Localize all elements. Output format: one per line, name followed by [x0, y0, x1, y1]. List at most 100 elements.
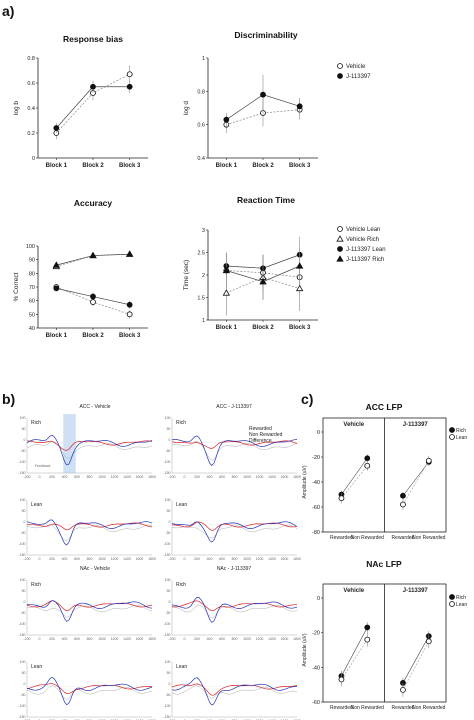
erp-x-tick: 1600: [281, 637, 289, 641]
erp-y-tick: -150: [163, 715, 170, 719]
x-tick-label: Rewarded: [330, 535, 353, 541]
x-tick-label: Non Rewarded: [412, 535, 446, 541]
erp-x-tick: 1200: [111, 475, 119, 479]
erp-y-tick: 100: [20, 660, 26, 664]
x-tick-label: Non Rewarded: [351, 535, 385, 541]
erp-x-tick: 1600: [136, 475, 144, 479]
legend-marker: [336, 255, 344, 262]
erp-x-tick: 800: [232, 557, 238, 561]
erp-acc-j-rich: -200 0 200 400 600 800 1000 1200 1400 1600 1800100…: [163, 404, 300, 479]
non-rewarded-trace: [26, 440, 153, 451]
legend-label: Rich: [456, 428, 466, 434]
x-tick-label: Rewarded: [392, 535, 415, 541]
erp-x-tick: 1200: [256, 637, 264, 641]
erp-legend-rewarded: Rewarded: [249, 426, 272, 432]
erp-y-tick: 0: [169, 438, 171, 442]
erp-x-tick: 1200: [256, 557, 264, 561]
y-tick-label: -80: [312, 530, 320, 536]
erp-y-tick: 0: [24, 438, 26, 442]
erp-y-tick: 50: [167, 509, 171, 513]
x-tick-label: Block 3: [119, 333, 141, 339]
erp-legend-non-rewarded: Non Rewarded: [249, 432, 283, 438]
data-point: [260, 91, 266, 98]
erp-x-tick: 1200: [111, 637, 119, 641]
data-point: [364, 455, 371, 462]
erp-x-tick: 0: [39, 557, 41, 561]
x-tick-label: Block 2: [82, 163, 104, 169]
series-line: [402, 635, 430, 684]
rewarded-trace: [171, 677, 297, 706]
data-point: [400, 501, 406, 508]
x-tick-label: Block 1: [46, 333, 68, 339]
y-tick-label: 1.5: [197, 296, 205, 302]
erp-y-tick: 0: [169, 600, 171, 604]
series-line: [226, 109, 300, 126]
legend-marker: [337, 63, 343, 69]
erp-y-tick: 0: [24, 520, 26, 524]
x-tick-label: Block 2: [252, 163, 274, 169]
erp-x-tick: 1600: [136, 637, 144, 641]
series-line: [341, 627, 368, 677]
legend-marker: [449, 434, 455, 440]
nac-lfp-ylabel: Amplitude (uV): [302, 633, 308, 666]
panel-b-letter: b): [2, 391, 15, 407]
erp-condition-label: Rich: [31, 420, 41, 426]
rewarded-trace: [26, 600, 153, 622]
y-tick-label: 0.4: [27, 106, 35, 112]
erp-x-tick: 1400: [123, 557, 131, 561]
legend-label: J-113397 Lean: [346, 247, 386, 253]
erp-nac-veh-lean: -200020040060080010001200140016001800100…: [18, 660, 155, 720]
data-point: [338, 495, 345, 502]
legend-label: J-113397 Rich: [346, 257, 384, 263]
data-point: [90, 83, 96, 90]
data-point: [53, 125, 60, 131]
y-tick-label: 0.6: [27, 81, 35, 87]
series-lean: [400, 634, 432, 697]
erp-y-tick: -100: [18, 542, 25, 546]
non-rewarded-trace: [171, 683, 298, 696]
difference-trace: [171, 524, 298, 539]
series-j-113397-rich: [52, 250, 134, 268]
erp-x-tick: 400: [62, 637, 68, 641]
erp-y-tick: -150: [163, 633, 170, 637]
y-tick-label: 0: [317, 596, 320, 602]
erp-y-tick: -100: [163, 460, 170, 464]
difference-trace: [171, 685, 298, 699]
data-point: [364, 636, 371, 643]
series-line: [402, 460, 430, 505]
y-tick-label: 90: [29, 258, 35, 264]
erp-y-tick: -50: [165, 693, 170, 697]
data-point: [222, 289, 231, 296]
erp-x-tick: 1400: [123, 475, 131, 479]
data-point: [90, 293, 96, 300]
series-j-113397-rich: [222, 248, 304, 300]
erp-x-tick: 400: [207, 475, 213, 479]
erp-x-tick: -200: [23, 475, 30, 479]
erp-title: ACC - Vehicle: [79, 404, 110, 410]
rewarded-trace: [171, 435, 298, 467]
rewarded-trace: [26, 676, 153, 706]
erp-x-tick: 600: [219, 475, 225, 479]
data-point: [425, 457, 432, 464]
erp-acc-veh-rich: -200 0 200 400 600 800 1000 1200 1400 1600 1800100…: [18, 404, 155, 479]
erp-y-tick: -150: [18, 633, 25, 637]
erp-x-tick: 1000: [98, 475, 106, 479]
erp-x-tick: 600: [74, 637, 80, 641]
erp-x-tick: 1000: [243, 637, 251, 641]
rewarded-trace: [171, 521, 298, 543]
data-point: [296, 103, 303, 110]
erp-x-tick: 1400: [268, 475, 276, 479]
erp-acc-veh-lean: -200 0 200 400 600 800 1000 1200 1400 1600 1800100…: [18, 498, 155, 561]
rewarded-trace: [26, 519, 153, 546]
y-tick-label: 3: [202, 228, 205, 234]
erp-x-tick: 1200: [256, 475, 264, 479]
erp-x-tick: -200: [168, 637, 175, 641]
erp-y-tick: 100: [165, 416, 171, 420]
erp-y-tick: 100: [20, 498, 26, 502]
erp-nac-veh-rich: -200 0 200 400 600 800 1000 1200 1400 1600 1800100…: [18, 566, 155, 641]
legend-label: J-113397: [346, 74, 371, 80]
erp-x-tick: 800: [87, 475, 93, 479]
erp-condition-label: Lean: [176, 664, 187, 670]
erp-x-tick: 800: [87, 637, 93, 641]
erp-x-tick: 800: [232, 475, 238, 479]
